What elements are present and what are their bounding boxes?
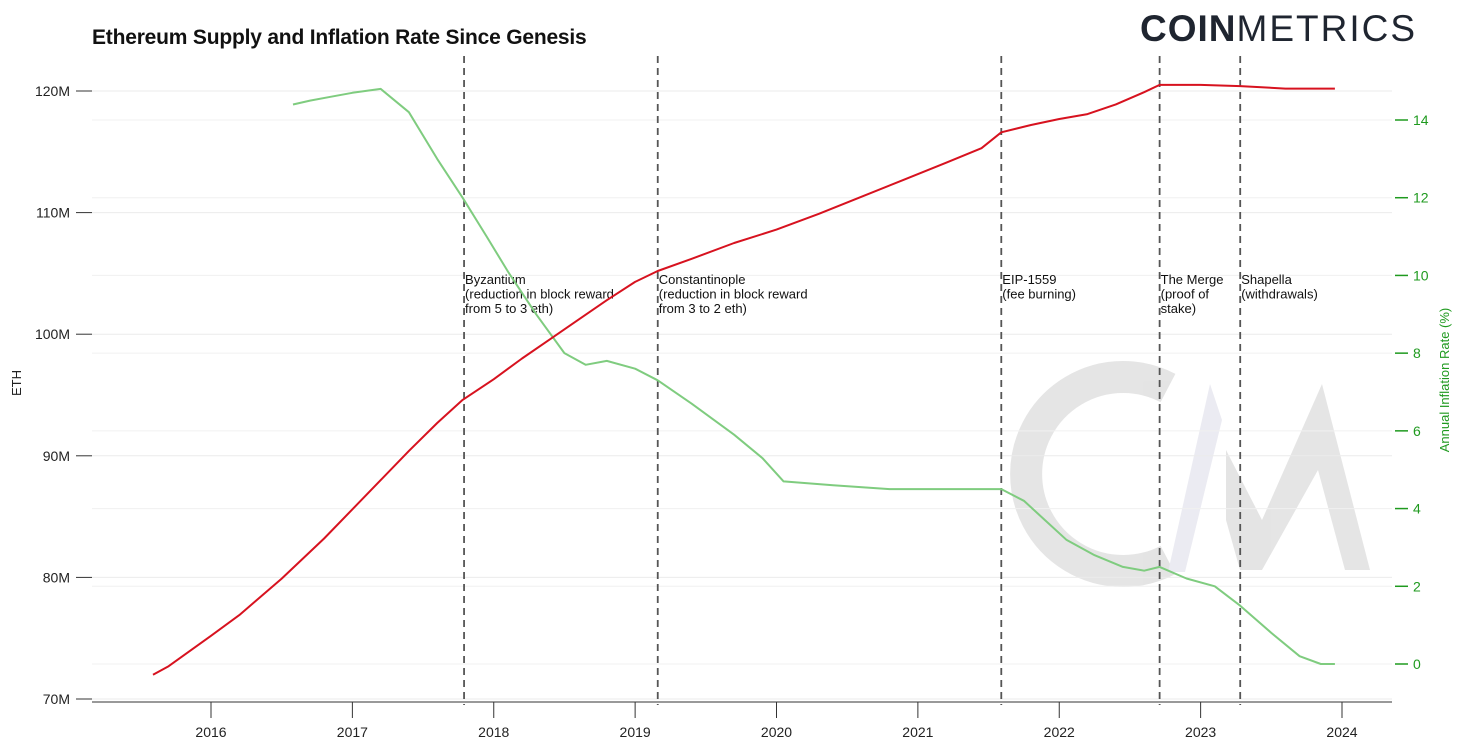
y-axis-label-right: Annual Inflation Rate (%) <box>1437 308 1452 453</box>
event-label: Constantinople <box>659 272 746 287</box>
event-label: (reduction in block reward <box>465 287 614 302</box>
x-tick-label: 2023 <box>1185 724 1216 740</box>
x-tick-label: 2017 <box>337 724 368 740</box>
event-label: Shapella <box>1241 272 1292 287</box>
brand-bold: COIN <box>1140 8 1237 49</box>
event-label: from 3 to 2 eth) <box>659 301 747 316</box>
y-tick-label-left: 110M <box>36 205 70 221</box>
y-tick-label-right: 10 <box>1413 267 1429 283</box>
y-tick-label-left: 90M <box>43 448 70 464</box>
x-tick-label: 2018 <box>478 724 509 740</box>
coinmetrics-logo: COINMETRICS <box>1140 8 1417 50</box>
event-label: (withdrawals) <box>1241 287 1318 302</box>
series-lines <box>152 83 1335 676</box>
x-tick-label: 2020 <box>761 724 792 740</box>
y-tick-label-right: 0 <box>1413 656 1421 672</box>
y-tick-label-right: 6 <box>1413 423 1421 439</box>
y-axis-label-left: ETH <box>9 370 24 396</box>
x-tick-label: 2022 <box>1044 724 1075 740</box>
axes <box>76 90 1408 718</box>
event-label: EIP-1559 <box>1002 272 1056 287</box>
y-tick-label-right: 14 <box>1413 112 1429 128</box>
y-tick-label-left: 80M <box>43 569 70 585</box>
y-tick-label-left: 70M <box>43 691 70 707</box>
event-label: (proof of <box>1161 287 1210 302</box>
axis-labels: 2016 2017 2018 2019 2020 2021 2022 2023 2024 70M 8… <box>9 83 1452 740</box>
event-label: from 5 to 3 eth) <box>465 301 553 316</box>
event-label: (reduction in block reward <box>659 287 808 302</box>
event-label: (fee burning) <box>1002 287 1076 302</box>
y-tick-label-right: 2 <box>1413 578 1421 594</box>
x-tick-label: 2024 <box>1326 724 1357 740</box>
y-tick-label-right: 12 <box>1413 190 1429 206</box>
inflation-rate-line <box>292 87 1335 665</box>
gridlines <box>92 90 1392 700</box>
x-tick-label: 2021 <box>902 724 933 740</box>
y-tick-label-right: 8 <box>1413 345 1421 361</box>
y-tick-label-left: 120M <box>35 83 70 99</box>
event-label: The Merge <box>1161 272 1224 287</box>
y-tick-label-right: 4 <box>1413 501 1421 517</box>
event-markers: Byzantium(reduction in block rewardfrom … <box>463 56 1318 705</box>
x-tick-label: 2016 <box>195 724 226 740</box>
y-tick-label-left: 100M <box>35 326 70 342</box>
cm-watermark-icon <box>1010 361 1370 587</box>
brand-light: METRICS <box>1236 8 1417 49</box>
eth-supply-line <box>152 83 1335 676</box>
x-tick-label: 2019 <box>620 724 651 740</box>
chart-title: Ethereum Supply and Inflation Rate Since… <box>92 26 587 49</box>
event-label: stake) <box>1161 301 1196 316</box>
